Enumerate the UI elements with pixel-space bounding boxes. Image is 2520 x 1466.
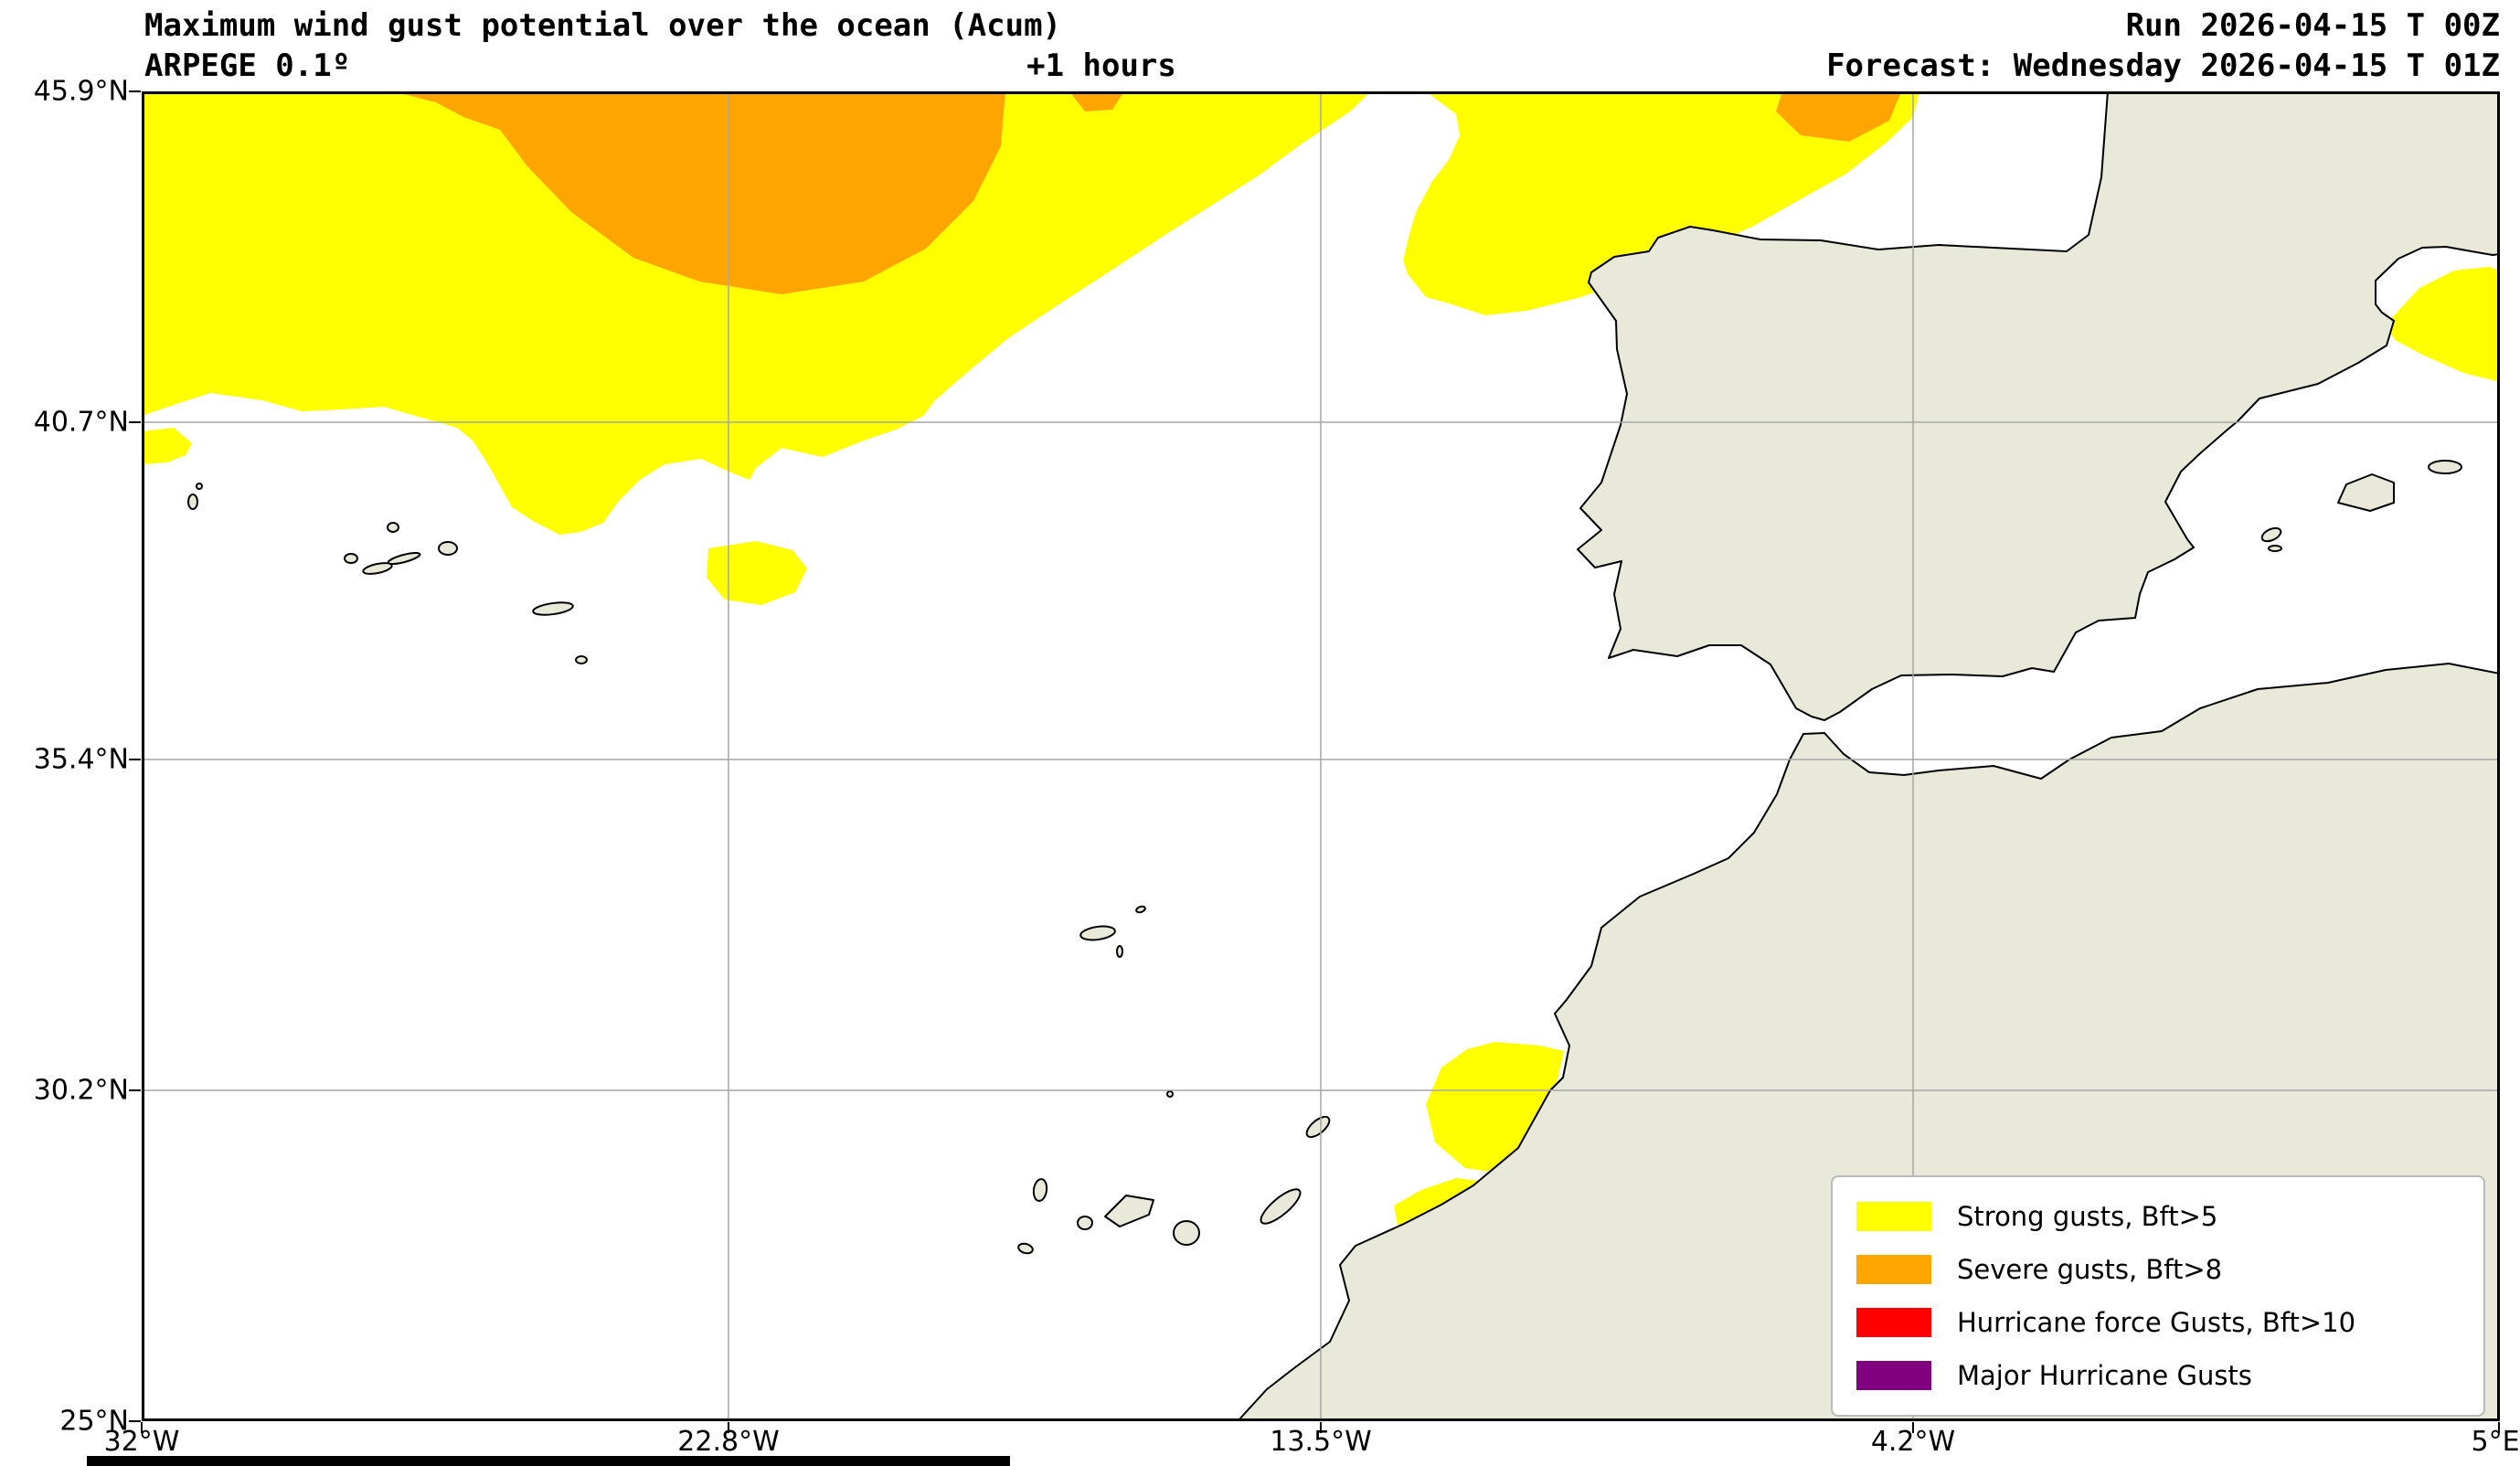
legend-item-severe: Severe gusts, Bft>8 <box>1833 1243 2483 1296</box>
severe-gust-core <box>393 91 1005 294</box>
strong-gust-left-edge-blob <box>142 428 192 464</box>
x-axis-tick <box>141 1422 143 1433</box>
strong-gust-gulf-of-lion <box>2386 267 2500 382</box>
header-center: +1 hours <box>1026 46 1176 86</box>
lead-time-label: +1 hours <box>1026 48 1176 84</box>
legend-swatch-major-hurricane <box>1856 1361 1931 1390</box>
y-axis-tick <box>129 759 141 760</box>
y-tick-label-45-9n: 45.9°N <box>33 75 129 108</box>
legend-item-strong: Strong gusts, Bft>5 <box>1833 1190 2483 1243</box>
legend-label-severe: Severe gusts, Bft>8 <box>1957 1254 2223 1285</box>
legend-swatch-severe <box>1856 1255 1931 1284</box>
islands-canary <box>1017 1115 1331 1255</box>
figure-title: Maximum wind gust potential over the oce… <box>144 7 1062 44</box>
header-left: Maximum wind gust potential over the oce… <box>144 5 1061 86</box>
y-axis-tick <box>129 90 141 92</box>
legend-box: Strong gusts, Bft>5 Severe gusts, Bft>8 … <box>1831 1175 2485 1417</box>
legend-swatch-hurricane <box>1856 1308 1931 1337</box>
islands-balearic <box>2260 460 2462 552</box>
strong-gust-northeast-tongue <box>1403 91 1919 315</box>
header-right: Run 2026-04-15 T 00Z Forecast: Wednesday… <box>1826 5 2500 86</box>
legend-label-strong: Strong gusts, Bft>5 <box>1957 1201 2218 1232</box>
severe-gust-tongue-streak <box>1776 91 1901 142</box>
x-axis-tick <box>1912 1422 1914 1433</box>
strong-gust-main-mass <box>142 91 1371 535</box>
x-axis-tick <box>2498 1422 2500 1433</box>
y-axis-tick <box>129 1089 141 1091</box>
strong-gust-detached-blob <box>707 541 807 605</box>
legend-label-major-hurricane: Major Hurricane Gusts <box>1957 1360 2252 1391</box>
y-axis-tick <box>129 421 141 423</box>
strong-gust-morocco-coast-a <box>1426 1042 1564 1173</box>
x-tick-label-5e: 5°E <box>2471 1426 2520 1458</box>
islands-azores <box>187 483 588 664</box>
legend-label-hurricane: Hurricane force Gusts, Bft>10 <box>1957 1307 2356 1338</box>
legend-swatch-strong <box>1856 1202 1931 1231</box>
legend-item-hurricane: Hurricane force Gusts, Bft>10 <box>1833 1296 2483 1349</box>
map-plot-area: Strong gusts, Bft>5 Severe gusts, Bft>8 … <box>142 91 2500 1421</box>
legend-item-major-hurricane: Major Hurricane Gusts <box>1833 1349 2483 1402</box>
x-axis-tick <box>728 1422 729 1433</box>
land-france-iberia <box>1577 91 2500 721</box>
y-tick-label-25n: 25°N <box>59 1405 129 1438</box>
severe-gust-top-bump <box>1069 91 1124 112</box>
map-canvas <box>142 91 2500 1421</box>
model-label: ARPEGE 0.1º <box>144 48 351 84</box>
run-label: Run 2026-04-15 T 00Z <box>2125 7 2500 44</box>
y-tick-label-35-4n: 35.4°N <box>33 743 129 776</box>
severe-gust-areas <box>393 91 1901 294</box>
forecast-label: Forecast: Wednesday 2026-04-15 T 01Z <box>1826 48 2500 84</box>
map-border <box>142 91 2500 1421</box>
y-tick-label-30-2n: 30.2°N <box>33 1074 129 1107</box>
x-axis-tick <box>1320 1422 1322 1433</box>
bottom-black-strip <box>87 1456 1010 1466</box>
y-axis-tick <box>129 1420 141 1422</box>
y-tick-label-40-7n: 40.7°N <box>33 406 129 439</box>
islands-madeira <box>1079 905 1174 1098</box>
